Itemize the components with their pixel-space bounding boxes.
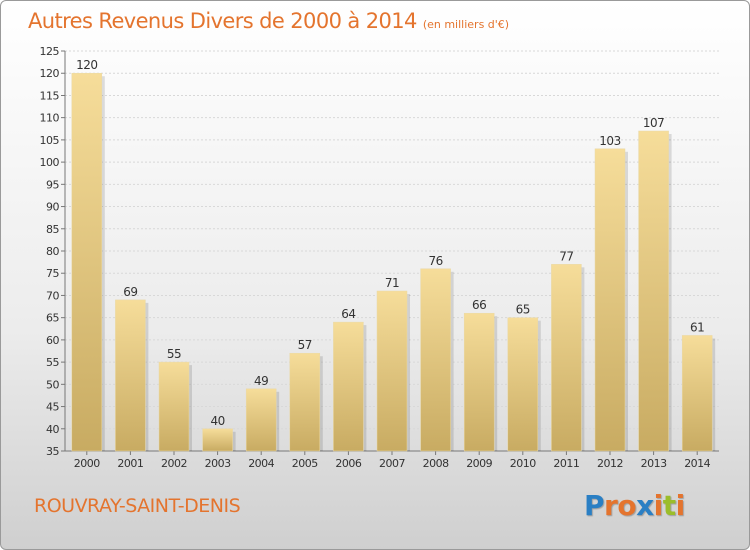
logo-letter: i: [653, 489, 664, 522]
logo-letter: i: [675, 489, 686, 522]
bar-2000: [71, 72, 103, 452]
x-tick-label: 2011: [553, 457, 579, 470]
bar-2008: [420, 268, 451, 452]
data-label: 71: [385, 276, 399, 290]
y-tick-label: 50: [46, 378, 59, 391]
y-tick-label: 95: [46, 178, 59, 191]
y-tick-label: 65: [46, 312, 59, 325]
data-label: 66: [472, 298, 486, 312]
data-label: 64: [341, 307, 355, 321]
bar-2005: [289, 352, 321, 452]
y-tick-label: 60: [46, 334, 59, 347]
x-tick-label: 2004: [248, 457, 274, 470]
y-tick-label: 80: [46, 245, 59, 258]
data-label: 49: [254, 374, 268, 388]
logo-letter: P: [584, 489, 605, 522]
data-label: 77: [559, 249, 573, 263]
chart-title-unit: (en milliers d'€): [422, 18, 510, 31]
bar-2003: [202, 428, 233, 452]
bar-2007: [376, 290, 408, 452]
y-tick-label: 45: [46, 401, 59, 414]
bars: [71, 72, 716, 452]
y-tick-label: 110: [40, 112, 60, 125]
x-tick-label: 2007: [379, 457, 405, 470]
bar-2014: [681, 335, 713, 452]
bar-2011: [551, 264, 582, 452]
y-tick-label: 35: [46, 445, 59, 458]
labels: 35 40 45 50 55 60 65 70 75 80 85 90 95 100 105 110 115 12…: [40, 45, 712, 470]
logo-letter: r: [604, 489, 618, 522]
y-tick-label: 105: [40, 134, 60, 147]
y-tick-label: 85: [46, 223, 59, 236]
y-tick-label: 75: [46, 267, 59, 280]
x-tick-label: 2013: [641, 457, 667, 470]
bar-2006: [333, 321, 364, 452]
data-label: 120: [76, 58, 97, 72]
y-tick-label: 90: [46, 201, 59, 214]
logo-letter: o: [617, 489, 637, 522]
x-tick-label: 2009: [466, 457, 492, 470]
x-tick-label: 2005: [292, 457, 318, 470]
bar-2010: [507, 317, 539, 452]
bar-2004: [245, 388, 277, 452]
x-tick-label: 2014: [684, 457, 710, 470]
y-tick-label: 40: [46, 423, 59, 436]
commune-name: ROUVRAY-SAINT-DENIS: [34, 495, 241, 517]
y-tick-label: 55: [46, 356, 59, 369]
y-tick-label: 120: [40, 67, 60, 80]
x-tick-label: 2003: [205, 457, 231, 470]
x-tick-label: 2000: [74, 457, 100, 470]
y-tick-label: 125: [40, 45, 60, 58]
bar-2013: [638, 130, 669, 452]
data-label: 69: [123, 285, 137, 299]
data-label: 65: [516, 303, 530, 317]
data-label: 107: [643, 116, 664, 130]
chart-title: Autres Revenus Divers de 2000 à 2014 (en …: [28, 9, 509, 33]
x-tick-label: 2002: [161, 457, 187, 470]
proxiti-logo[interactable]: Proxiti: [584, 489, 685, 522]
x-tick-label: 2001: [117, 457, 143, 470]
data-label: 57: [298, 338, 312, 352]
bar-2009: [463, 312, 495, 452]
data-label: 76: [428, 254, 442, 268]
x-tick-label: 2008: [423, 457, 449, 470]
data-label: 55: [167, 347, 181, 361]
y-tick-label: 70: [46, 289, 59, 302]
data-label: 40: [210, 414, 224, 428]
x-tick-label: 2012: [597, 457, 623, 470]
bar-2001: [115, 299, 146, 452]
y-tick-label: 100: [40, 156, 60, 169]
y-tick-label: 115: [40, 89, 60, 102]
x-tick-label: 2010: [510, 457, 536, 470]
chart-title-text: Autres Revenus Divers de 2000 à 2014: [28, 9, 417, 33]
logo-letter: t: [662, 489, 676, 522]
data-label: 103: [599, 134, 620, 148]
data-label: 61: [690, 320, 704, 334]
bar-2002: [158, 361, 190, 452]
logo-letter: x: [636, 489, 654, 522]
bar-2012: [594, 148, 626, 452]
x-tick-label: 2006: [335, 457, 361, 470]
